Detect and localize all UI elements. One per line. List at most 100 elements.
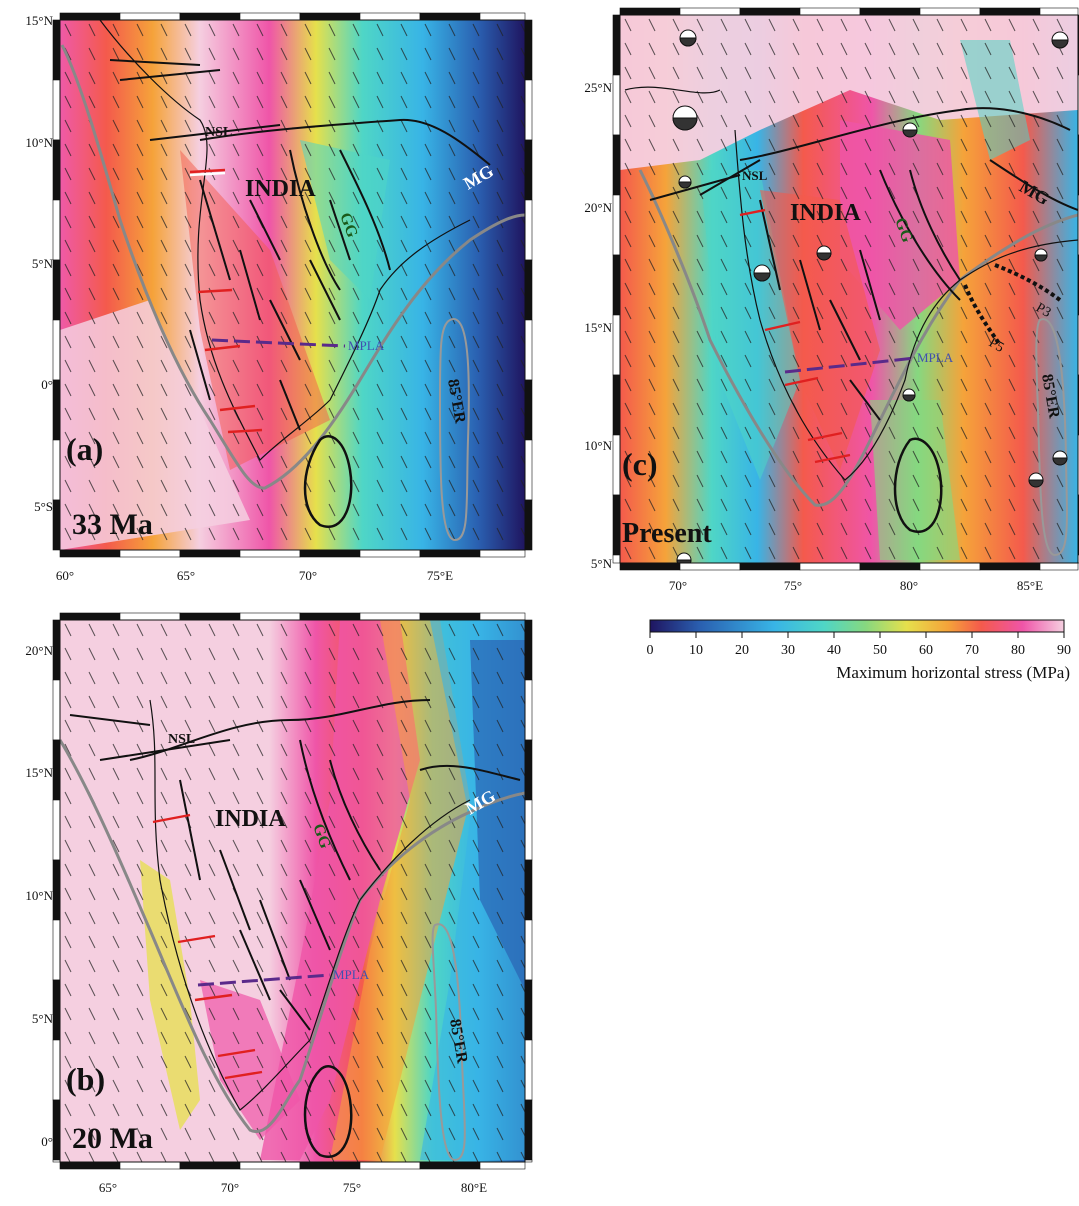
colorbar-title: Maximum horizontal stress (MPa) (836, 663, 1070, 682)
panel-c-xticks: 70° 75° 80° 85°E (669, 578, 1043, 593)
map-border (619, 14, 1079, 564)
stress-tick (88, 767, 96, 781)
stress-tick (400, 263, 408, 277)
stress-tick (624, 282, 632, 296)
stress-tick (304, 287, 312, 301)
stress-tick (64, 335, 72, 349)
stress-tick (136, 359, 144, 373)
stress-tick (720, 138, 728, 152)
stress-tick (376, 143, 384, 157)
stress-tick (232, 863, 240, 877)
stress-tick (400, 647, 408, 661)
stress-tick (720, 546, 728, 560)
frame-segment (419, 1161, 481, 1170)
stress-tick (160, 1151, 167, 1162)
stress-tick (208, 911, 216, 925)
panel-a-ytick: 0° (41, 377, 53, 392)
stress-tick (768, 426, 776, 440)
stress-tick (744, 546, 752, 560)
stress-tick (208, 527, 216, 541)
stress-tick (624, 90, 632, 104)
stress-tick (208, 1055, 216, 1069)
stress-tick (400, 95, 408, 109)
panel-c-ytick: 20°N (584, 200, 612, 215)
stress-tick (208, 1031, 216, 1045)
stress-tick (792, 186, 800, 200)
stress-tick (496, 479, 504, 493)
stress-tick (472, 1007, 480, 1021)
stress-tick (672, 90, 680, 104)
stress-tick (184, 119, 192, 133)
stress-tick (984, 162, 992, 176)
stress-tick (696, 330, 704, 344)
stress-tick (768, 450, 776, 464)
stress-tick (936, 450, 944, 464)
stress-tick (376, 359, 384, 373)
stress-tick (520, 191, 525, 202)
stress-tick (744, 522, 752, 536)
stress-tick (472, 359, 480, 373)
stress-tick (984, 66, 992, 80)
stress-tick (64, 359, 72, 373)
stress-tick (424, 119, 432, 133)
stress-tick (960, 450, 968, 464)
colorbar-tick-label: 20 (735, 643, 749, 658)
stress-tick (768, 330, 776, 344)
frame-segment (612, 314, 621, 376)
stress-tick (160, 71, 168, 85)
stress-tick (208, 1079, 216, 1093)
stress-tick (232, 767, 240, 781)
frame-segment (739, 562, 801, 571)
stress-tick (88, 503, 96, 517)
colorbar-tick-label: 30 (781, 643, 795, 658)
stress-tick (256, 911, 264, 925)
stress-tick (624, 210, 632, 224)
frame-segment (419, 12, 481, 21)
stress-tick (160, 839, 168, 853)
stress-tick (400, 239, 408, 253)
stress-tick (672, 498, 680, 512)
stress-tick (1032, 114, 1040, 128)
stress-tick (984, 42, 992, 56)
stress-tick (88, 935, 96, 949)
stress-tick (840, 210, 848, 224)
frame-segment (419, 612, 481, 621)
stress-tick (184, 239, 192, 253)
panel-c-map: INDIA NSL MG GG MPLA 85°ER P3 P5 (c) Pre… (620, 15, 1078, 563)
stress-tick (424, 1127, 432, 1141)
stress-tick (472, 119, 480, 133)
stress-tick (864, 90, 872, 104)
stress-tick (448, 695, 456, 709)
stress-tick (984, 306, 992, 320)
stress-tick (424, 1103, 432, 1117)
stress-tick (280, 407, 288, 421)
stress-tick (208, 143, 216, 157)
stress-tick (160, 407, 168, 421)
stress-tick (184, 767, 192, 781)
stress-tick (792, 162, 800, 176)
stress-tick (232, 791, 240, 805)
stress-tick (160, 215, 168, 229)
stress-tick (424, 1079, 432, 1093)
stress-tick (280, 71, 288, 85)
stress-tick (352, 695, 360, 709)
stress-tick (160, 1079, 168, 1093)
stress-tick (280, 239, 288, 253)
stress-tick (400, 71, 408, 85)
stress-tick (840, 258, 848, 272)
stress-tick (256, 23, 264, 37)
stress-tick (984, 282, 992, 296)
stress-tick (768, 546, 776, 560)
stress-tick (624, 234, 632, 248)
stress-tick (64, 215, 72, 229)
stress-tick (304, 959, 312, 973)
frame-segment (919, 7, 981, 16)
stress-tick (472, 407, 480, 421)
stress-tick (520, 815, 525, 826)
stress-tick (64, 527, 72, 541)
stress-tick (1032, 18, 1040, 32)
stress-tick (280, 215, 288, 229)
stress-tick (256, 407, 264, 421)
stress-tick (624, 354, 632, 368)
panel-a-xtick: 65° (177, 568, 195, 583)
